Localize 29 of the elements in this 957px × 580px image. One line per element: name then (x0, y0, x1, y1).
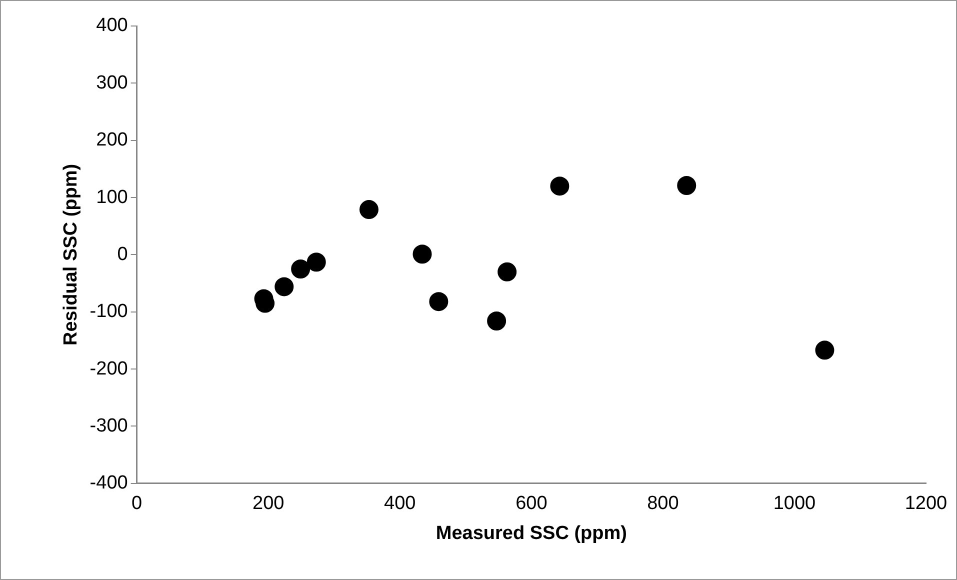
y-tick-label: 400 (96, 15, 128, 36)
point (359, 200, 378, 220)
y-tick-label: 100 (96, 186, 128, 208)
point (291, 259, 310, 278)
x-tick-label: 800 (647, 493, 679, 514)
point (274, 277, 294, 296)
x-tick-label: 200 (252, 493, 284, 514)
point (498, 262, 517, 282)
y-tick-label: -300 (90, 415, 128, 436)
y-tick-label: -400 (90, 472, 128, 494)
y-tick-label: 300 (96, 72, 128, 94)
y-axis-title: Residual SSC (ppm) (60, 164, 82, 346)
x-tick-label: 600 (516, 493, 548, 514)
x-tick-label: 1200 (904, 493, 948, 514)
point (487, 312, 506, 331)
point (815, 340, 834, 360)
x-tick-label: 400 (384, 493, 416, 514)
point (550, 176, 570, 196)
x-tick-label: 1000 (773, 493, 816, 514)
point (677, 176, 696, 196)
y-tick-label: -200 (90, 358, 128, 380)
point (306, 252, 326, 272)
y-tick-label: 200 (96, 130, 128, 151)
point (429, 292, 448, 312)
y-tick-label: 0 (117, 244, 128, 265)
point (412, 244, 432, 264)
x-tick-label: 0 (132, 493, 142, 514)
x-axis-title: Measured SSC (ppm) (436, 522, 627, 544)
y-tick-label: -100 (90, 301, 128, 322)
